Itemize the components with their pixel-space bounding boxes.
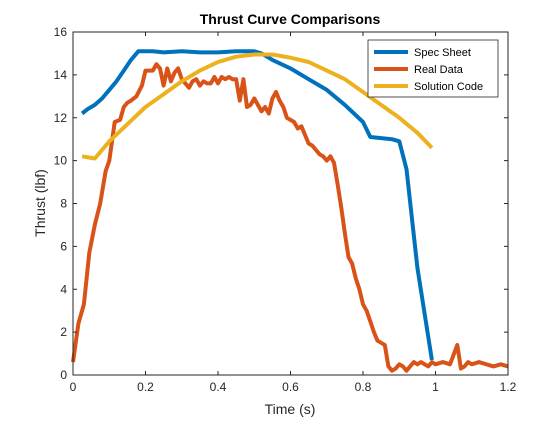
y-tick-label: 16 (54, 25, 68, 39)
legend-label: Solution Code (414, 81, 483, 93)
legend: Spec Sheet Real Data Solution Code (367, 39, 499, 98)
chart-title: Thrust Curve Comparisons (200, 11, 381, 27)
y-axis-label: Thrust (lbf) (32, 169, 48, 237)
legend-label: Real Data (414, 64, 464, 76)
y-tick-label: 2 (60, 325, 67, 339)
legend-label: Spec Sheet (414, 47, 471, 59)
x-axis: 0 0.2 0.4 0.6 0.8 1 1.2 (70, 32, 517, 394)
x-tick-label: 0 (70, 380, 77, 394)
x-tick-label: 1.2 (500, 380, 517, 394)
series-layer (71, 49, 509, 373)
y-tick-label: 12 (54, 111, 68, 125)
y-tick-label: 10 (54, 154, 68, 168)
y-tick-label: 0 (60, 368, 67, 382)
y-tick-label: 14 (54, 68, 68, 82)
x-tick-label: 0.2 (137, 380, 154, 394)
series-line-2 (71, 62, 509, 373)
series-line-1 (80, 49, 434, 361)
x-tick-label: 0.6 (282, 380, 299, 394)
x-tick-label: 0.4 (210, 380, 227, 394)
y-tick-label: 4 (60, 282, 67, 296)
series-line-3 (81, 52, 434, 161)
x-tick-label: 0.8 (355, 380, 372, 394)
x-tick-label: 1 (432, 380, 439, 394)
y-tick-label: 6 (60, 239, 67, 253)
x-axis-label: Time (s) (265, 401, 316, 417)
y-tick-label: 8 (60, 197, 67, 211)
y-axis: 0 2 4 6 8 10 12 14 16 (54, 25, 508, 382)
